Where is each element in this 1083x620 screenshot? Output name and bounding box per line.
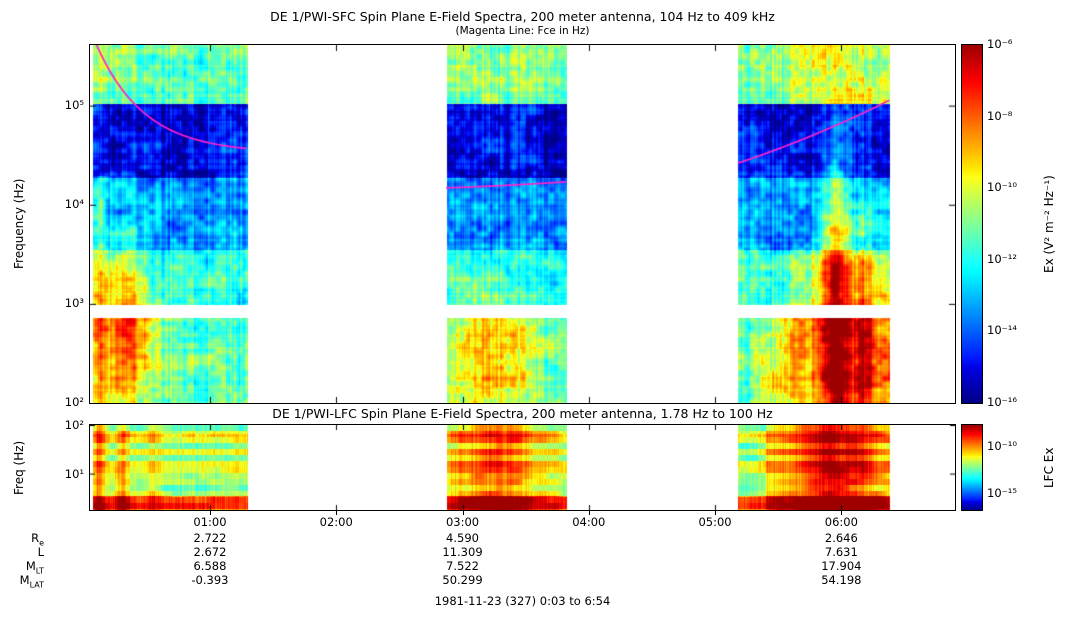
date-range-footer: 1981-11-23 (327) 0:03 to 6:54 — [434, 594, 611, 608]
lfc-ytick-label: 10¹ — [64, 466, 84, 481]
lfc-colorbar-tick-label: 10⁻¹⁰ — [987, 439, 1017, 454]
sfc-colorbar-canvas — [962, 45, 982, 403]
ephemeris-value: -0.393 — [191, 573, 229, 587]
sfc-title: DE 1/PWI-SFC Spin Plane E-Field Spectra,… — [270, 9, 775, 24]
lfc-colorbar — [961, 424, 983, 511]
ephemeris-value: 6.588 — [193, 559, 227, 573]
x-tick-mark — [588, 511, 590, 515]
ephemeris-value: 7.522 — [446, 559, 479, 573]
ephemeris-value: 2.722 — [193, 531, 227, 545]
sfc-ytick-label: 10³ — [64, 295, 84, 310]
sfc-colorbar-tick-label: 10⁻¹⁶ — [987, 395, 1017, 409]
sfc-colorbar-tick-label: 10⁻¹² — [987, 251, 1017, 266]
ephemeris-value: 4.590 — [446, 531, 479, 545]
x-tick-mark — [462, 511, 464, 515]
x-tick-label: 02:00 — [319, 515, 353, 529]
lfc-colorbar-tick-label: 10⁻¹⁵ — [987, 486, 1017, 500]
x-tick-mark — [841, 511, 843, 515]
sfc-colorbar-tick-label: 10⁻⁶ — [987, 37, 1013, 51]
sfc-ytick-label: 10⁵ — [64, 97, 84, 112]
sfc-spectrogram-canvas — [90, 45, 955, 403]
sfc-colorbar-tick-label: 10⁻⁸ — [987, 108, 1013, 123]
x-tick-label: 03:00 — [445, 515, 480, 529]
x-tick-label: 01:00 — [193, 515, 227, 529]
ephemeris-row-label: MLAT — [19, 573, 44, 590]
lfc-ytick-label: 10² — [64, 418, 84, 432]
sfc-colorbar-tick-label: 10⁻¹⁴ — [987, 323, 1017, 338]
lfc-colorbar-canvas — [962, 425, 982, 510]
ephemeris-row-label: L — [37, 545, 44, 559]
lfc-plot-panel — [89, 424, 956, 511]
lfc-title: DE 1/PWI-LFC Spin Plane E-Field Spectra,… — [272, 406, 773, 421]
lfc-y-axis-label: Freq (Hz) — [12, 440, 26, 495]
x-tick-mark — [336, 511, 338, 515]
x-tick-mark — [209, 511, 211, 515]
ephemeris-value: 54.198 — [821, 573, 862, 587]
x-tick-label: 04:00 — [572, 515, 606, 529]
sfc-subtitle: (Magenta Line: Fce in Hz) — [455, 25, 590, 37]
sfc-plot-panel — [89, 44, 956, 404]
ephemeris-row-label: MLT — [25, 559, 44, 576]
ephemeris-row-label: Re — [31, 531, 44, 548]
ephemeris-value: 2.672 — [193, 545, 227, 559]
ephemeris-value: 50.299 — [442, 573, 483, 587]
ephemeris-value: 7.631 — [824, 545, 858, 559]
sfc-colorbar-tick-label: 10⁻¹⁰ — [987, 180, 1017, 195]
ephemeris-value: 17.904 — [821, 559, 862, 573]
sfc-colorbar — [961, 44, 983, 404]
x-tick-label: 05:00 — [698, 515, 732, 529]
ephemeris-value: 11.309 — [442, 545, 483, 559]
lfc-colorbar-label: LFC Ex — [1042, 447, 1056, 488]
sfc-colorbar-label: Ex (V² m⁻² Hz⁻¹) — [1042, 175, 1056, 273]
x-tick-mark — [715, 511, 717, 515]
sfc-y-axis-label: Frequency (Hz) — [12, 178, 26, 270]
lfc-spectrogram-canvas — [90, 425, 955, 510]
ephemeris-value: 2.646 — [824, 531, 858, 545]
sfc-ytick-label: 10⁴ — [64, 196, 84, 211]
sfc-ytick-label: 10² — [64, 395, 84, 409]
x-tick-label: 06:00 — [824, 515, 858, 529]
